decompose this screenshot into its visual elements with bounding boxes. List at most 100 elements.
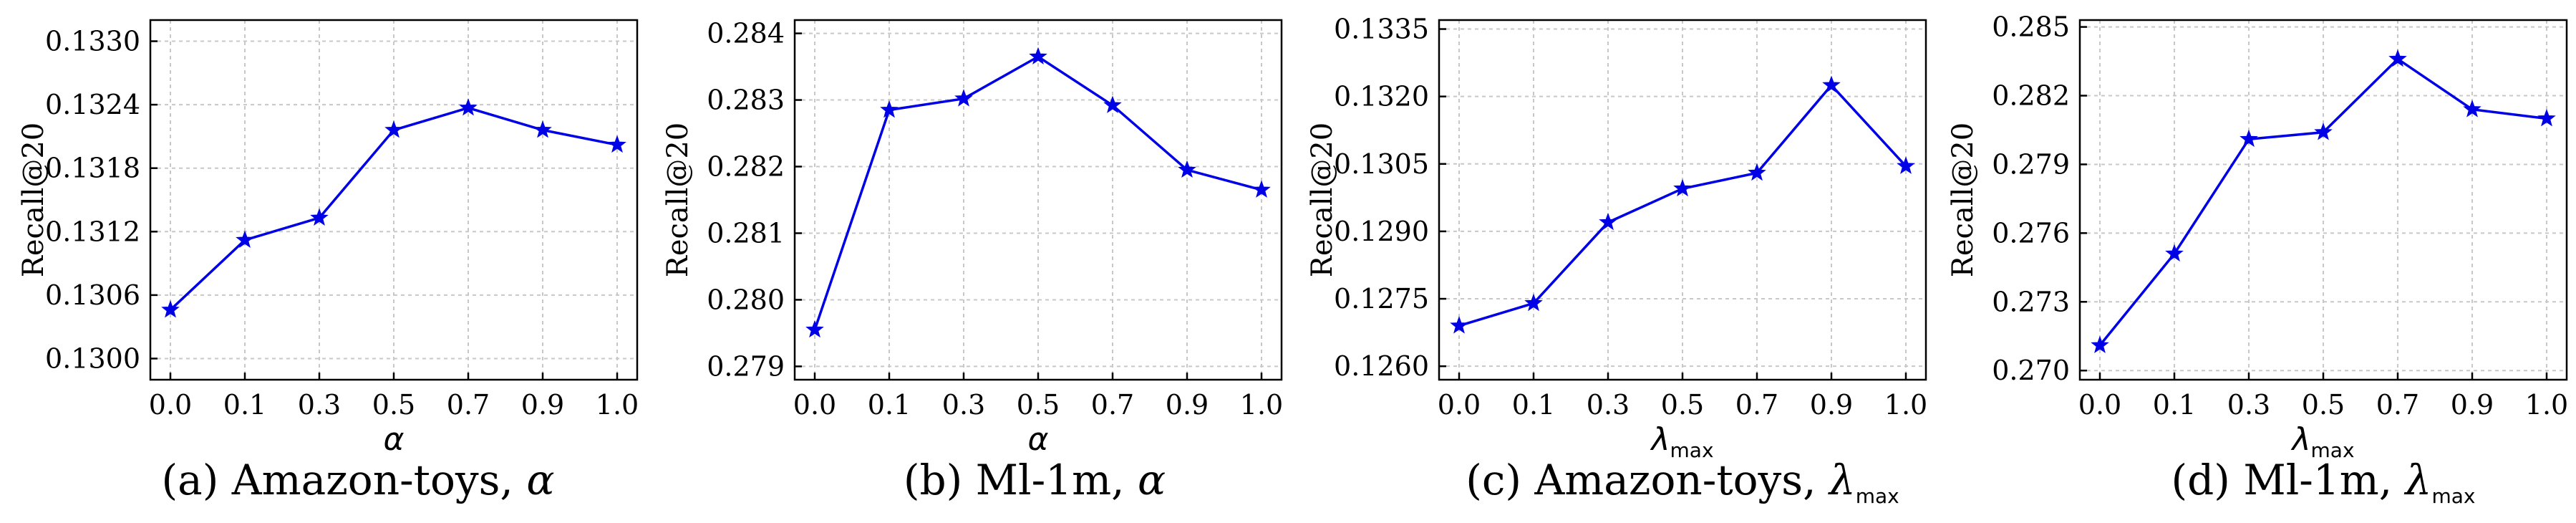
y-axis-label: Recall@20 [1306,123,1339,278]
data-point-star [1252,180,1271,198]
x-tick-label: 0.3 [2227,389,2270,421]
x-tick-label: 0.5 [1661,389,1704,421]
x-tick-label: 0.5 [2302,389,2345,421]
chart-panel-4: 0.0 0.1 0.3 0.5 0.7 0.9 1.0 0.270 0.273 0.276 0.27… [1947,11,2568,508]
x-tick-label: 0.9 [1810,389,1853,421]
y-tick-label: 0.1324 [45,89,140,120]
data-point-star [2537,109,2556,127]
y-tick-label: 0.1335 [1334,14,1429,45]
x-axis-label: λmax [2290,421,2354,462]
data-point-star [459,98,478,116]
y-tick-label: 0.282 [707,151,785,183]
y-axis-label: Recall@20 [17,123,50,278]
y-tick-label: 0.273 [1992,286,2070,317]
x-tick-label: 0.1 [223,389,266,421]
y-tick-label: 0.1320 [1334,81,1429,112]
data-point-star [608,135,626,153]
panel-caption: (c) Amazon-toys, λmax [1466,456,1899,508]
data-point-star [2314,123,2333,140]
x-tick-label: 0.7 [1735,389,1778,421]
y-tick-label: 0.279 [1992,148,2070,180]
x-axis-label: α [383,421,404,458]
y-axis-label: Recall@20 [1947,123,1980,278]
y-tick-label: 0.276 [1992,217,2070,249]
x-tick-label: 0.3 [298,389,341,421]
x-tick-label: 0.9 [2451,389,2494,421]
chart-panel-1: 0.0 0.1 0.3 0.5 0.7 0.9 1.0 0.1300 0.1306 0.1312 0… [17,19,639,504]
data-point-star [236,230,254,248]
x-tick-label: 1.0 [1240,389,1283,421]
y-tick-label: 0.270 [1992,355,2070,386]
y-tick-label: 0.1260 [1334,350,1429,382]
data-point-star [1178,160,1196,178]
y-tick-label: 0.1330 [45,26,140,57]
y-tick-label: 0.1312 [45,216,140,247]
data-point-star [954,89,973,107]
data-point-star [2463,100,2481,117]
y-tick-label: 0.281 [707,217,785,249]
data-point-star [1450,316,1468,334]
y-tick-label: 0.283 [707,85,785,116]
x-tick-label: 0.9 [521,389,564,421]
y-axis-label: Recall@20 [662,123,694,278]
y-tick-label: 0.282 [1992,80,2070,112]
data-point-star [161,300,180,318]
data-point-star [1673,178,1692,197]
x-tick-label: 0.3 [1587,389,1630,421]
y-tick-label: 0.279 [707,350,785,382]
y-tick-label: 0.1305 [1334,148,1429,180]
data-point-star [310,208,329,226]
x-tick-label: 0.5 [372,389,415,421]
panel-caption: (b) Ml-1m, α [904,456,1166,504]
x-tick-label: 0.3 [942,389,985,421]
plot-frame [149,19,639,381]
data-point-star [2165,244,2184,262]
x-tick-label: 0.0 [1438,389,1481,421]
data-point-star [1524,293,1543,312]
data-point-star [1822,75,1841,93]
y-tick-label: 0.1300 [45,342,140,374]
data-point-star [805,320,824,338]
data-point-star [1748,163,1766,181]
x-tick-label: 0.7 [2376,389,2419,421]
data-point-star [1897,156,1915,174]
panel-caption: (a) Amazon-toys, α [162,456,555,504]
x-tick-label: 0.1 [2153,389,2196,421]
x-tick-label: 0.7 [1091,389,1134,421]
data-point-star [384,120,403,138]
plot-frame [2078,19,2568,381]
chart-panel-3: 0.0 0.1 0.3 0.5 0.7 0.9 1.0 0.1260 0.1275 0.1290 0… [1306,14,1927,508]
x-tick-label: 0.1 [868,389,911,421]
panel-caption: (d) Ml-1m, λmax [2171,456,2476,508]
x-tick-label: 0.1 [1512,389,1555,421]
x-tick-label: 1.0 [596,389,639,421]
y-tick-label: 0.284 [707,18,785,49]
y-tick-label: 0.1318 [45,153,140,184]
x-tick-label: 0.0 [149,389,192,421]
x-tick-label: 1.0 [1884,389,1927,421]
data-point-star [1599,212,1617,231]
y-tick-label: 0.1275 [1334,283,1429,315]
data-point-star [1029,47,1047,65]
data-point-star [2091,335,2109,353]
chart-panel-2: 0.0 0.1 0.3 0.5 0.7 0.9 1.0 0.279 0.280 0.281 0.28… [662,18,1283,504]
plot-frame [793,19,1283,381]
x-tick-label: 0.0 [2078,389,2121,421]
x-axis-label: λmax [1650,421,1713,462]
x-tick-label: 0.9 [1166,389,1209,421]
data-point-star [880,100,899,118]
x-axis-label: α [1027,421,1048,458]
y-tick-label: 0.280 [707,284,785,315]
x-tick-label: 1.0 [2525,389,2568,421]
plot-frame [1438,19,1927,381]
data-point-star [1103,95,1122,113]
data-point-star [533,120,552,138]
x-tick-label: 0.5 [1017,389,1060,421]
y-tick-label: 0.1290 [1334,216,1429,247]
data-point-star [2388,49,2407,67]
y-tick-label: 0.285 [1992,11,2070,43]
y-tick-label: 0.1306 [45,279,140,311]
x-tick-label: 0.7 [447,389,490,421]
x-tick-label: 0.0 [793,389,836,421]
